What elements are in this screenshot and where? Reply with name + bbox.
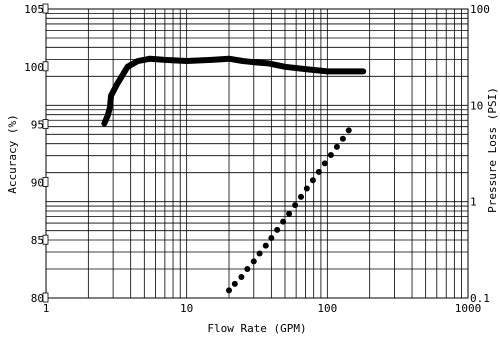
pressure-loss-point xyxy=(238,274,245,281)
pressure-loss-point xyxy=(339,135,346,142)
y-left-tick-box xyxy=(42,176,49,187)
pressure-loss-point xyxy=(268,234,275,241)
x-tick-label: 1 xyxy=(43,302,50,315)
y-left-tick-box xyxy=(42,61,49,72)
y-left-tick-label: 85 xyxy=(31,234,44,247)
y-axis-left-label: Accuracy (%) xyxy=(6,114,19,193)
y-right-tick-label: 1 xyxy=(470,196,477,209)
x-tick-label: 100 xyxy=(317,302,337,315)
series xyxy=(101,55,367,294)
y-right-tick-label: 10 xyxy=(470,99,483,112)
pressure-loss-point xyxy=(327,152,334,159)
pressure-loss-point xyxy=(292,202,299,209)
pressure-loss-point xyxy=(333,143,340,150)
y-left-tick-box xyxy=(42,119,49,129)
pressure-loss-point xyxy=(321,160,328,167)
y-left-tick-box xyxy=(42,292,49,303)
tick-labels: 1 10 100 1000 80 85 90 95 100 105 0.1 1 10 100 xyxy=(24,3,490,315)
y-right-tick-label: 0.1 xyxy=(470,292,490,305)
y-left-tick-label: 100 xyxy=(24,61,44,74)
pressure-loss-point xyxy=(250,258,257,265)
y-left-tick-box xyxy=(42,3,49,14)
pressure-loss-point xyxy=(298,193,305,200)
pressure-loss-point xyxy=(280,218,287,225)
y-left-tick-label: 95 xyxy=(31,119,44,132)
plot-frame xyxy=(45,8,469,299)
pressure-loss-point xyxy=(315,168,322,175)
y-left-tick-label: 80 xyxy=(31,292,44,305)
y-left-tick-box xyxy=(42,234,49,245)
pressure-loss-point xyxy=(303,185,310,192)
y-left-tick-label: 105 xyxy=(24,3,44,16)
pressure-loss-point xyxy=(309,177,316,184)
pressure-loss-point xyxy=(345,127,352,134)
pressure-loss-point xyxy=(226,287,233,294)
pressure-loss-point xyxy=(231,280,238,287)
y-left-tick-label: 90 xyxy=(31,176,44,189)
pressure-loss-point xyxy=(274,226,281,233)
pressure-loss-point xyxy=(286,210,293,217)
x-tick-label: 10 xyxy=(180,302,193,315)
x-axis-label: Flow Rate (GPM) xyxy=(207,322,306,335)
y-right-tick-label: 100 xyxy=(470,3,490,16)
pressure-loss-point xyxy=(244,266,251,272)
y-axis-right-label: Pressure Loss (PSI) xyxy=(486,87,499,213)
accuracy-line xyxy=(101,55,367,127)
pressure-loss-point xyxy=(262,242,269,249)
pressure-loss-point xyxy=(256,250,263,257)
x-tick-label: 1000 xyxy=(455,302,482,315)
